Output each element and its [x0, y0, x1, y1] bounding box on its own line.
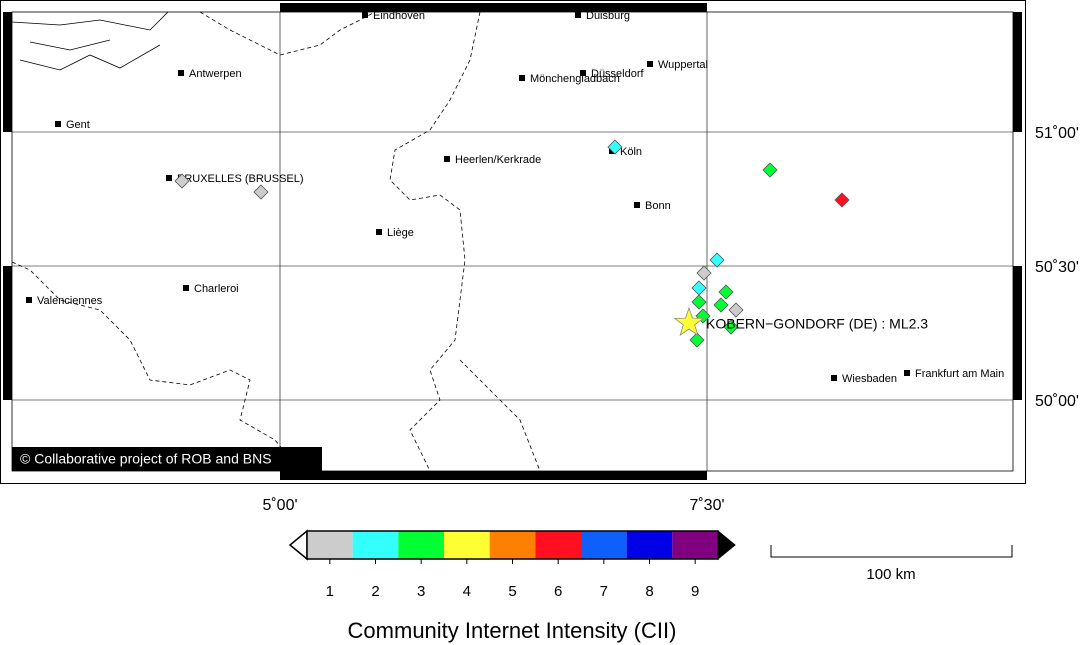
report-diamond — [174, 173, 190, 189]
city-marker — [183, 285, 189, 291]
city-label: Antwerpen — [189, 68, 242, 80]
city-label: Eindhoven — [373, 10, 425, 22]
colorbar-label: 6 — [554, 583, 562, 600]
lat-label: 50˚00' — [1035, 393, 1079, 410]
city-label: Wiesbaden — [842, 373, 897, 385]
report-diamond — [709, 252, 725, 268]
frame-ticks — [3, 3, 1022, 480]
city-marker — [166, 175, 172, 181]
colorbar-label: 7 — [600, 583, 608, 600]
copyright-box — [12, 447, 322, 471]
colorbar-label: 9 — [691, 583, 699, 600]
city-marker — [647, 61, 653, 67]
colorbar-swatch — [672, 531, 718, 559]
colorbar-label: 2 — [371, 583, 379, 600]
city-label: Mönchengladbach — [530, 73, 620, 85]
epicenter — [673, 306, 705, 337]
report-diamond — [607, 139, 623, 155]
city-marker — [26, 297, 32, 303]
report-diamond — [691, 294, 707, 310]
copyright: © Collaborative project of ROB and BNS — [20, 451, 272, 467]
colorbar-label: 1 — [326, 583, 334, 600]
city-label: BRUXELLES (BRUSSEL) — [177, 173, 304, 185]
city-label: Frankfurt am Main — [915, 368, 1004, 380]
city-marker — [362, 12, 368, 18]
colorbar-arrow — [717, 529, 736, 561]
colorbar-swatch — [581, 531, 627, 559]
colorbar-swatch — [352, 531, 399, 559]
city-label: Wuppertal — [658, 59, 708, 71]
city-label: Düsseldorf — [591, 68, 645, 80]
city-marker — [55, 121, 61, 127]
report-diamond — [253, 184, 269, 200]
city-marker — [904, 370, 910, 376]
colorbar-label: 8 — [645, 583, 653, 600]
colorbar-outline — [306, 530, 719, 560]
city-marker — [575, 12, 581, 18]
colorbar-label: 3 — [417, 583, 425, 600]
city-marker — [634, 202, 640, 208]
lon-label: 5˚00' — [262, 497, 297, 514]
city-marker — [831, 375, 837, 381]
lat-label: 51˚00' — [1035, 125, 1079, 142]
lon-label: 7˚30' — [689, 497, 724, 514]
colorbar-label: 5 — [508, 583, 516, 600]
colorbar-swatch — [307, 531, 353, 559]
city-marker — [444, 156, 450, 162]
colorbar-swatch — [489, 531, 536, 559]
colorbar-swatch — [444, 531, 490, 559]
report-diamond — [728, 302, 744, 318]
city-marker — [376, 229, 382, 235]
border — [389, 12, 481, 471]
city-label: Gent — [66, 119, 90, 131]
colorbar-arrow — [288, 529, 308, 561]
colorbar-label: 4 — [463, 583, 471, 600]
report-diamond — [696, 265, 712, 281]
lat-label: 50˚30' — [1035, 259, 1079, 276]
map-frame — [0, 0, 1026, 484]
scale-label: 100 km — [866, 566, 915, 583]
city-marker — [519, 75, 525, 81]
report-diamond — [723, 319, 739, 335]
border — [12, 261, 301, 471]
report-diamond — [713, 297, 729, 313]
city-label: Köln — [620, 146, 642, 158]
report-diamond — [834, 192, 850, 208]
city-label: Liège — [387, 227, 414, 239]
colorbar-swatch — [535, 531, 581, 559]
report-diamond — [689, 332, 705, 348]
colorbar-title: Community Internet Intensity (CII) — [348, 618, 677, 643]
city-marker — [178, 70, 184, 76]
city-label: Valenciennes — [37, 295, 103, 307]
city-label: Charleroi — [194, 283, 239, 295]
city-label: Duisburg — [586, 10, 630, 22]
city-label: Bonn — [645, 200, 671, 212]
report-diamond — [718, 284, 734, 300]
event-label: KOBERN−GONDORF (DE) : ML2.3 — [706, 316, 928, 332]
map-area: Eindhoven Duisburg Antwerpen Mönchengladbac… — [12, 10, 1013, 471]
colorbar-swatch — [398, 531, 444, 559]
scale-bar — [770, 545, 1013, 558]
colorbar-swatch — [626, 531, 673, 559]
report-diamond — [762, 162, 778, 178]
city-label: Heerlen/Kerkrade — [455, 154, 541, 166]
coastline — [12, 12, 169, 71]
city-marker — [580, 70, 586, 76]
